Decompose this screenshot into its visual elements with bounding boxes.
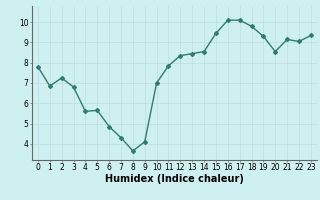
X-axis label: Humidex (Indice chaleur): Humidex (Indice chaleur) [105, 174, 244, 184]
